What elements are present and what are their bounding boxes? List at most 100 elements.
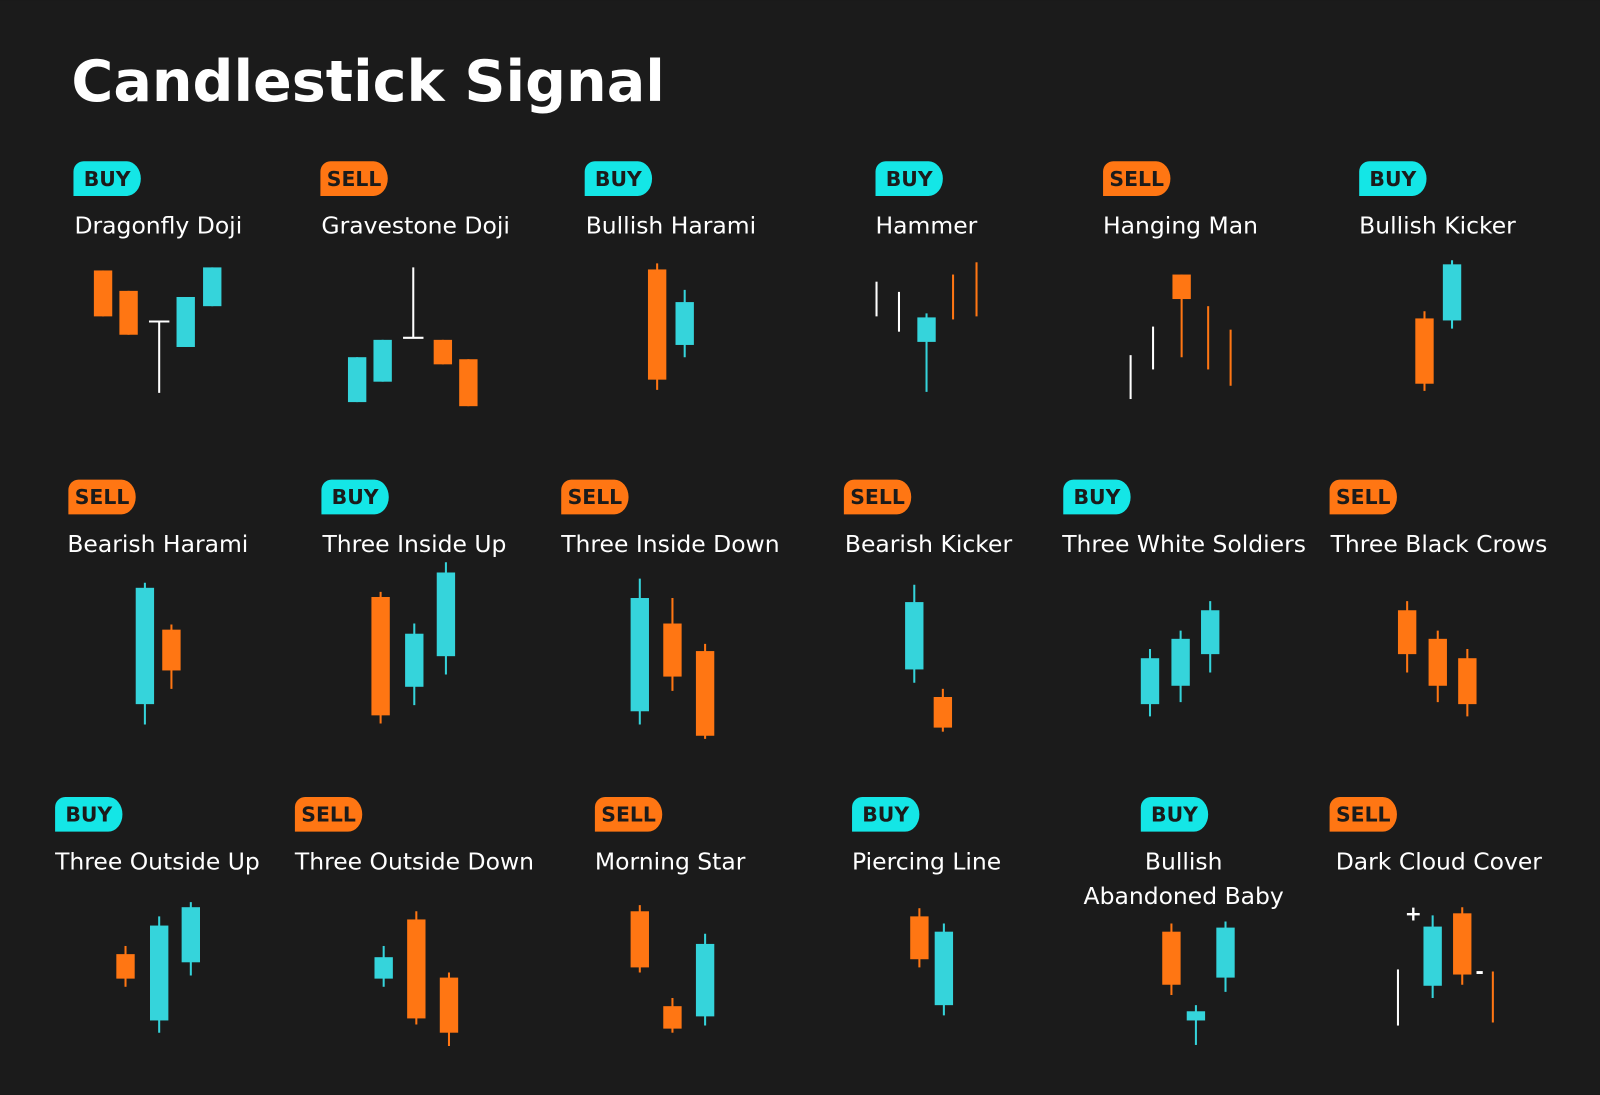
signal-label: SELL	[850, 485, 905, 509]
signal-badge	[294, 796, 363, 832]
signal-badge	[321, 479, 389, 515]
candle-body	[663, 623, 682, 677]
candle-body	[905, 602, 924, 670]
annotation: +	[1405, 901, 1422, 925]
title: Candlestick Signal	[71, 49, 664, 115]
candle-body	[1415, 318, 1434, 384]
signal-label: SELL	[1109, 167, 1164, 191]
candle-body	[1201, 610, 1220, 655]
candle-body	[433, 339, 453, 365]
signal-badge	[584, 161, 653, 196]
signal-badge	[55, 796, 123, 832]
pattern-name: Three White Soldiers	[1061, 530, 1306, 558]
candle-body	[116, 954, 135, 979]
signal-label: SELL	[601, 802, 656, 826]
pattern-name: Bullish Kicker	[1359, 212, 1516, 240]
candle-body	[347, 357, 367, 403]
candle-body	[1140, 658, 1160, 705]
pattern-name: Bullish Harami	[586, 212, 756, 240]
pattern-name: Three Outside Up	[54, 847, 260, 875]
pattern-name: Bullish	[1145, 847, 1223, 875]
signal-badge	[1140, 796, 1209, 832]
candle-body	[630, 598, 649, 712]
signal-badge	[561, 479, 629, 515]
candle-body	[119, 290, 138, 335]
signal-badge	[594, 796, 663, 832]
candle-body	[1172, 274, 1191, 300]
signal-badge	[1103, 161, 1171, 196]
signal-label: BUY	[332, 485, 379, 509]
candle-body	[917, 317, 936, 342]
signal-label: BUY	[886, 167, 933, 191]
candle-body	[910, 916, 929, 960]
signal-label: BUY	[65, 802, 112, 826]
candle-body	[1186, 1011, 1206, 1021]
pattern-name: Three Inside Down	[560, 530, 779, 558]
candle-body	[371, 596, 390, 716]
candle-body	[630, 911, 649, 968]
candle-body	[647, 269, 667, 380]
candle-body	[1216, 927, 1235, 978]
signal-badge	[843, 479, 912, 515]
candle-body	[459, 359, 478, 407]
pattern-name: Three Black Crows	[1330, 530, 1548, 558]
candle-body	[93, 270, 113, 317]
candle-body	[203, 267, 222, 307]
candle-body	[439, 977, 459, 1033]
signal-label: BUY	[1151, 802, 1198, 826]
signal-label: BUY	[1369, 167, 1416, 191]
candle-body	[675, 302, 694, 345]
pattern-name: Morning Star	[595, 847, 746, 875]
candle-body	[934, 931, 954, 1006]
candle-body	[181, 907, 200, 963]
pattern-name: Abandoned Baby	[1084, 882, 1284, 910]
candle-body	[373, 339, 392, 382]
pattern-name: Hanging Man	[1103, 212, 1258, 240]
candle-body	[695, 943, 715, 1017]
candle-body	[176, 296, 195, 347]
candle-body	[374, 957, 393, 979]
signal-label: SELL	[301, 802, 356, 826]
signal-label: BUY	[862, 802, 909, 826]
candle-body	[1423, 926, 1442, 986]
candle-body	[405, 633, 424, 687]
candle-body	[135, 587, 155, 705]
signal-label: BUY	[1074, 485, 1121, 509]
pattern-name: Dragonfly Doji	[74, 212, 242, 240]
candle-body	[407, 919, 426, 1019]
pattern-name: Bearish Harami	[67, 530, 248, 558]
candle-body	[1171, 638, 1190, 686]
candle-body	[150, 925, 169, 1021]
signal-badge	[73, 161, 141, 196]
signal-label: BUY	[84, 167, 131, 191]
signal-badge	[68, 479, 136, 515]
pattern-name: Three Inside Up	[321, 530, 506, 558]
signal-badge	[1063, 479, 1131, 515]
pattern-name: Dark Cloud Cover	[1336, 847, 1543, 875]
signal-badge	[1359, 161, 1427, 196]
candle-body	[1453, 913, 1472, 975]
pattern-name: Piercing Line	[852, 847, 1001, 875]
signal-badge	[1329, 796, 1397, 832]
candle-body	[663, 1006, 682, 1029]
candle-body	[1162, 931, 1181, 985]
pattern-name: Hammer	[876, 212, 978, 240]
candle-body	[162, 629, 181, 671]
candle-body	[1442, 264, 1462, 321]
annotation: -	[1475, 960, 1483, 984]
signal-label: SELL	[327, 167, 382, 191]
candle-body	[695, 651, 715, 736]
signal-label: BUY	[595, 167, 642, 191]
signal-badge	[1329, 479, 1397, 515]
pattern-name: Gravestone Doji	[321, 212, 509, 240]
signal-badge	[875, 161, 943, 196]
candle-body	[933, 696, 953, 728]
pattern-name: Three Outside Down	[294, 847, 534, 875]
signal-badge	[852, 796, 920, 832]
signal-label: SELL	[568, 485, 623, 509]
signal-badge	[320, 161, 388, 196]
candle-body	[436, 572, 456, 657]
